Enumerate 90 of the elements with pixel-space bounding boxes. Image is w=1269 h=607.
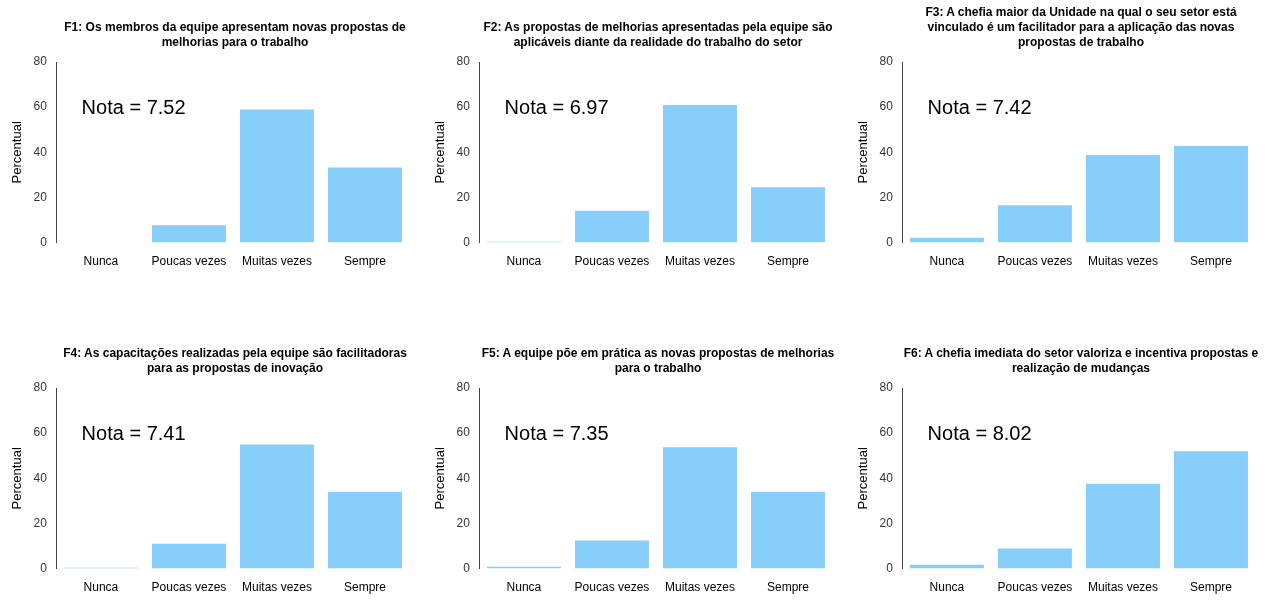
x-tick-label: Poucas vezes	[151, 254, 227, 269]
x-tick-label: Nunca	[83, 580, 119, 595]
bar	[575, 210, 649, 243]
y-tick-label: 60	[456, 99, 471, 114]
chart-title: F1: Os membros da equipe apresentam novas propostas de melhorias para o trabalho	[63, 20, 407, 50]
annotation: Nota = 7.35	[504, 422, 609, 445]
y-tick-label: 40	[879, 470, 894, 485]
annotation: Nota = 7.41	[81, 422, 186, 445]
y-tick-label: 20	[456, 189, 471, 204]
x-tick-label: Muitas vezes	[664, 254, 735, 269]
y-tick-label: 40	[879, 144, 894, 159]
y-tick-label: 60	[33, 425, 48, 440]
x-tick-label: Nunca	[929, 580, 965, 595]
chart-title: F2: As propostas de melhorias apresentadas pela equipe são aplicáveis diante da realidade do trabalho do setor	[482, 20, 834, 50]
y-tick-label: 60	[879, 99, 894, 114]
bar	[998, 205, 1072, 243]
bar	[1086, 155, 1160, 243]
x-tick-label: Nunca	[83, 254, 119, 269]
x-tick-label: Sempre	[766, 580, 810, 595]
y-tick-label: 80	[33, 380, 48, 395]
y-tick-label: 20	[879, 189, 894, 204]
x-tick-label: Poucas vezes	[997, 580, 1073, 595]
y-tick-label: 20	[879, 515, 894, 530]
x-tick-label: Muitas vezes	[1087, 254, 1158, 269]
bar	[328, 167, 402, 243]
annotation: Nota = 8.02	[927, 422, 1032, 445]
y-tick-label: 0	[886, 560, 894, 575]
x-tick-label: Sempre	[1189, 580, 1233, 595]
annotation: Nota = 7.42	[927, 96, 1032, 119]
y-tick-label: 40	[33, 144, 48, 159]
bar	[751, 187, 825, 243]
x-tick-label: Poucas vezes	[997, 254, 1073, 269]
annotation: Nota = 6.97	[504, 96, 609, 119]
x-tick-label: Poucas vezes	[574, 254, 650, 269]
y-tick-label: 0	[40, 560, 48, 575]
y-tick-label: 0	[886, 234, 894, 249]
x-tick-label: Sempre	[343, 580, 387, 595]
y-tick-label: 80	[879, 54, 894, 69]
x-tick-label: Muitas vezes	[664, 580, 735, 595]
bar	[1174, 451, 1248, 569]
y-axis-title: Percentual	[432, 121, 448, 184]
y-tick-label: 0	[463, 234, 471, 249]
x-tick-label: Muitas vezes	[1087, 580, 1158, 595]
x-tick-label: Nunca	[506, 254, 542, 269]
y-axis-title: Percentual	[432, 447, 448, 510]
bar	[663, 447, 737, 569]
y-tick-label: 80	[456, 380, 471, 395]
bar	[328, 491, 402, 569]
bar	[240, 109, 314, 243]
x-tick-label: Muitas vezes	[241, 580, 312, 595]
bar	[240, 444, 314, 569]
x-tick-label: Sempre	[766, 254, 810, 269]
chart-title: F5: A equipe põe em prática as novas propostas de melhorias para o trabalho	[480, 346, 836, 376]
y-tick-label: 20	[33, 515, 48, 530]
bar	[152, 225, 226, 243]
x-tick-label: Sempre	[343, 254, 387, 269]
bar	[751, 491, 825, 569]
y-axis-title: Percentual	[855, 121, 871, 184]
bar	[1086, 483, 1160, 569]
y-tick-label: 40	[456, 144, 471, 159]
chart-title: F4: As capacitações realizadas pela equipe são facilitadoras para as propostas de inovação	[62, 346, 408, 376]
chart-title: F3: A chefia maior da Unidade na qual o seu setor está vinculado é um facilitador para a aplicação das novas propostas de trabalho	[924, 5, 1238, 50]
y-tick-label: 60	[456, 425, 471, 440]
y-tick-label: 20	[33, 189, 48, 204]
y-tick-label: 60	[33, 99, 48, 114]
y-tick-label: 40	[33, 470, 48, 485]
y-tick-label: 80	[33, 54, 48, 69]
x-tick-label: Poucas vezes	[151, 580, 227, 595]
y-tick-label: 80	[879, 380, 894, 395]
bar	[663, 104, 737, 243]
y-axis-title: Percentual	[855, 447, 871, 510]
y-axis-title: Percentual	[9, 447, 25, 510]
annotation: Nota = 7.52	[81, 96, 186, 119]
x-tick-label: Sempre	[1189, 254, 1233, 269]
y-tick-label: 60	[879, 425, 894, 440]
x-tick-label: Poucas vezes	[574, 580, 650, 595]
chart-title: F6: A chefia imediata do setor valoriza e incentiva propostas e realização de mudanças	[902, 346, 1260, 376]
bar	[152, 543, 226, 569]
y-tick-label: 0	[463, 560, 471, 575]
bar	[1174, 145, 1248, 243]
y-tick-label: 20	[456, 515, 471, 530]
y-axis-title: Percentual	[9, 121, 25, 184]
x-tick-label: Nunca	[506, 580, 542, 595]
y-tick-label: 40	[456, 470, 471, 485]
bar	[575, 540, 649, 569]
bar	[998, 548, 1072, 569]
x-tick-label: Muitas vezes	[241, 254, 312, 269]
x-tick-label: Nunca	[929, 254, 965, 269]
y-tick-label: 0	[40, 234, 48, 249]
y-tick-label: 80	[456, 54, 471, 69]
